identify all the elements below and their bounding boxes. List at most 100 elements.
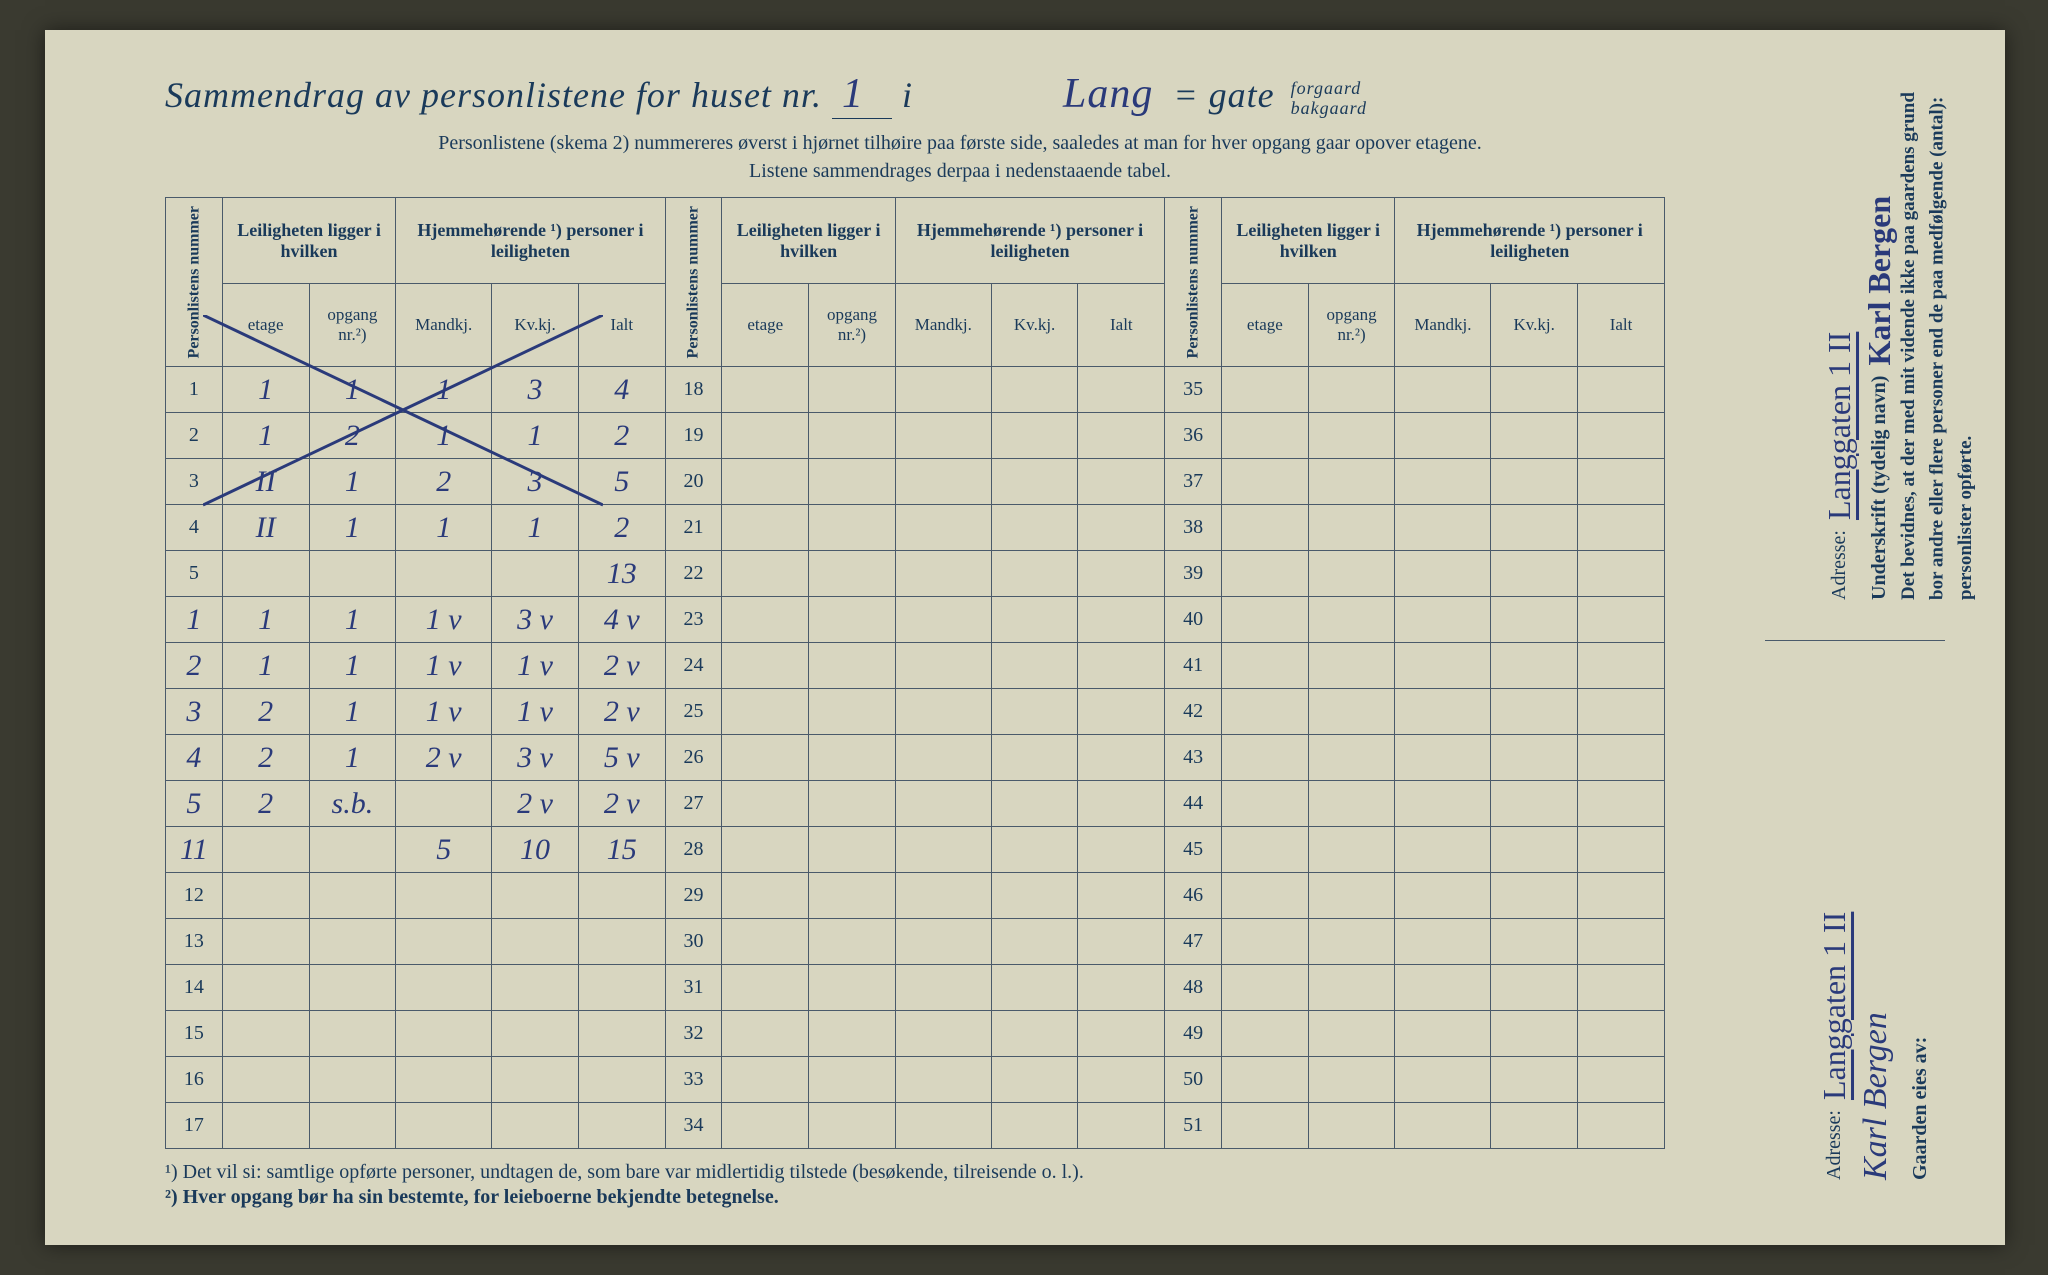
cell-empty [991, 1103, 1078, 1149]
cell-empty [1578, 551, 1665, 597]
row-number-b: 34 [665, 1103, 722, 1149]
cell-empty [809, 873, 896, 919]
cell-etage: 2 [222, 735, 309, 781]
cell-opgang: 1 [309, 735, 396, 781]
cell-empty [895, 919, 991, 965]
footnotes: ¹) Det vil si: samtlige opførte personer… [165, 1161, 1955, 1209]
cell-etage [222, 965, 309, 1011]
cell-kvkj: 2 v [492, 781, 579, 827]
cell-kvkj [492, 919, 579, 965]
cell-etage: II [222, 505, 309, 551]
row-number-b: 28 [665, 827, 722, 873]
street-name: Lang [1053, 70, 1163, 118]
cell-empty [722, 459, 809, 505]
cell-empty [1578, 1103, 1665, 1149]
cell-empty [1491, 781, 1578, 827]
attest-text: Det bevidnes, at der med mit vidende ikk… [1895, 80, 1981, 600]
cell-opgang: s.b. [309, 781, 396, 827]
row-number-c: 42 [1165, 689, 1222, 735]
adresse-line-bot: Adresse: Langgaten 1 II [1810, 700, 1858, 1180]
row-number-b: 23 [665, 597, 722, 643]
cell-ialt: 2 [578, 413, 665, 459]
cell-empty [1308, 1011, 1395, 1057]
cell-empty [1078, 919, 1165, 965]
table-row: 3211 v1 v2 v2542 [166, 689, 1665, 735]
subtitle: Personlistene (skema 2) nummereres øvers… [165, 129, 1955, 185]
row-number-a: 3 [166, 459, 223, 505]
cell-empty [1395, 689, 1491, 735]
cell-mandkj [396, 1011, 492, 1057]
table-row: 4212 v3 v5 v2643 [166, 735, 1665, 781]
cell-ialt: 5 [578, 459, 665, 505]
cell-empty [1078, 873, 1165, 919]
cell-empty [809, 459, 896, 505]
right-panel: Det bevidnes, at der med mit vidende ikk… [1765, 80, 1945, 1180]
cell-empty [1395, 873, 1491, 919]
underskrift-value: Karl Bergen [1861, 196, 1897, 366]
cell-kvkj [492, 873, 579, 919]
row-number-a: 12 [166, 873, 223, 919]
subtitle-line2: Listene sammendrages derpaa i nedenstaae… [749, 160, 1171, 182]
cell-mandkj: 2 [396, 459, 492, 505]
cell-empty [722, 965, 809, 1011]
row-number-b: 33 [665, 1057, 722, 1103]
cell-empty [895, 1011, 991, 1057]
cell-mandkj [396, 781, 492, 827]
cell-empty [991, 551, 1078, 597]
row-number-c: 45 [1165, 827, 1222, 873]
cell-opgang: 2 [309, 413, 396, 459]
col-opgang-3: opgang nr.²) [1308, 284, 1395, 367]
cell-ialt [578, 1103, 665, 1149]
cell-empty [722, 1011, 809, 1057]
cell-empty [722, 781, 809, 827]
cell-empty [1491, 367, 1578, 413]
table-row: 2111 v1 v2 v2441 [166, 643, 1665, 689]
cell-empty [1308, 551, 1395, 597]
cell-empty [991, 873, 1078, 919]
cell-empty [1308, 505, 1395, 551]
cell-opgang [309, 827, 396, 873]
cell-ialt [578, 919, 665, 965]
cell-opgang: 1 [309, 643, 396, 689]
table-row: 52s.b.2 v2 v2744 [166, 781, 1665, 827]
cell-empty [1078, 643, 1165, 689]
title-mid: i [902, 75, 913, 115]
cell-empty [1308, 1103, 1395, 1149]
cell-empty [991, 919, 1078, 965]
bakgaard-label: bakgaard [1291, 98, 1367, 118]
cell-empty [1222, 505, 1309, 551]
cell-etage [222, 919, 309, 965]
row-number-c: 40 [1165, 597, 1222, 643]
cell-empty [809, 735, 896, 781]
forgaard-label: forgaard [1291, 78, 1362, 98]
cell-opgang [309, 919, 396, 965]
cell-kvkj: 3 v [492, 735, 579, 781]
census-table: Personlistens nummer Leiligheten ligger … [165, 197, 1665, 1149]
col-mandkj: Mandkj. [396, 284, 492, 367]
cell-empty [991, 781, 1078, 827]
cell-empty [1395, 551, 1491, 597]
cell-ialt: 5 v [578, 735, 665, 781]
cell-empty [722, 551, 809, 597]
cell-empty [1578, 827, 1665, 873]
cell-empty [1078, 367, 1165, 413]
row-number-c: 39 [1165, 551, 1222, 597]
col-opgang: opgang nr.²) [309, 284, 396, 367]
row-number-b: 26 [665, 735, 722, 781]
cell-empty [1222, 413, 1309, 459]
cell-empty [991, 597, 1078, 643]
cell-empty [1578, 413, 1665, 459]
cell-empty [1222, 735, 1309, 781]
row-number-c: 48 [1165, 965, 1222, 1011]
cell-empty [991, 1057, 1078, 1103]
col-kvkj-3: Kv.kj. [1491, 284, 1578, 367]
row-number-a: 2 [166, 413, 223, 459]
cell-empty [895, 505, 991, 551]
cell-empty [1395, 919, 1491, 965]
cell-kvkj: 10 [492, 827, 579, 873]
cell-empty [1395, 367, 1491, 413]
cell-empty [1078, 413, 1165, 459]
cell-empty [1578, 505, 1665, 551]
cell-ialt: 2 v [578, 643, 665, 689]
cell-empty [809, 643, 896, 689]
